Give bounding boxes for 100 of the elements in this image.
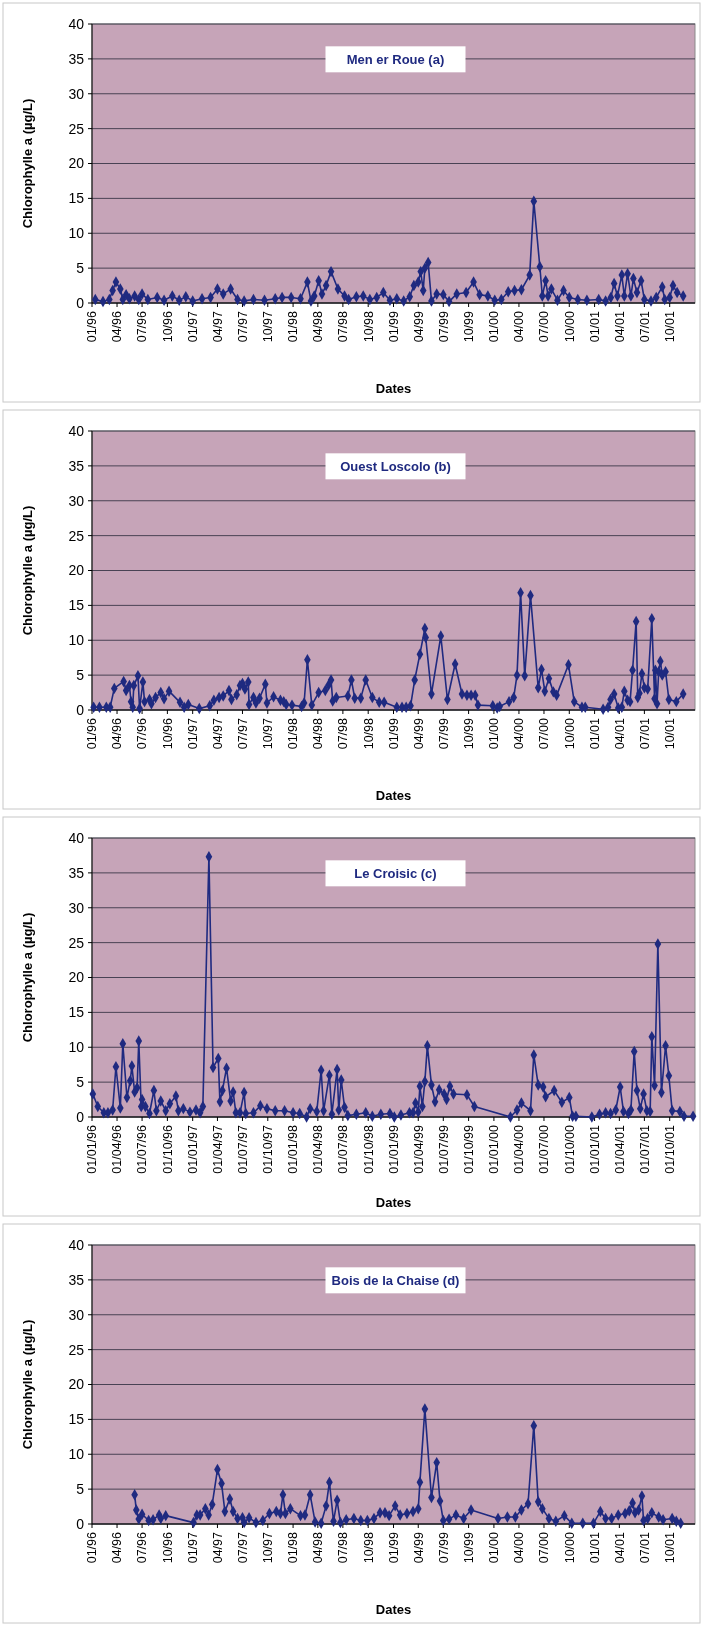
x-tick-label: 10/98 — [361, 310, 376, 343]
x-tick-label: 04/00 — [512, 310, 527, 343]
x-tick-label: 07/97 — [235, 717, 250, 750]
x-tick-label: 10/96 — [160, 310, 175, 343]
x-tick-label: 10/00 — [562, 1531, 577, 1564]
x-tick-label: 04/97 — [210, 1531, 225, 1564]
x-tick-label: 07/99 — [436, 310, 451, 343]
y-tick-label: 0 — [76, 701, 85, 718]
x-tick-label: 04/96 — [110, 1531, 125, 1564]
x-tick-label: 01/97 — [186, 310, 201, 343]
x-tick-label: 10/01 — [663, 310, 678, 343]
x-tick-label: 01/07/96 — [135, 1124, 150, 1174]
x-tick-label: 07/00 — [537, 310, 552, 343]
x-tick-label: 01/01 — [587, 717, 602, 750]
x-tick-label: 04/96 — [110, 310, 125, 343]
y-tick-label: 15 — [68, 1004, 85, 1021]
x-tick-label: 01/99 — [386, 717, 401, 750]
x-tick-label: 07/99 — [436, 717, 451, 750]
x-tick-label: 01/98 — [286, 1531, 301, 1564]
x-tick-label: 01/99 — [386, 310, 401, 343]
y-tick-label: 35 — [68, 864, 85, 881]
x-tick-label: 10/98 — [361, 717, 376, 750]
y-tick-label: 20 — [68, 155, 85, 172]
x-tick-label: 04/98 — [311, 717, 326, 750]
x-tick-label: 04/00 — [512, 1531, 527, 1564]
x-tick-label: 10/99 — [461, 717, 476, 750]
y-tick-label: 20 — [68, 562, 85, 579]
y-tick-label: 30 — [68, 1306, 85, 1323]
x-tick-label: 10/97 — [261, 717, 276, 750]
x-tick-label: 01/01/98 — [286, 1124, 301, 1174]
x-tick-label: 01/97 — [186, 1531, 201, 1564]
x-tick-label: 01/01/99 — [386, 1124, 401, 1174]
y-tick-label: 10 — [68, 1039, 85, 1056]
x-tick-label: 07/97 — [235, 1531, 250, 1564]
y-axis-title: Chlorophylle a (µg/L) — [20, 98, 35, 229]
x-tick-label: 04/97 — [210, 717, 225, 750]
x-tick-label: 07/98 — [336, 310, 351, 343]
x-tick-label: 01/04/98 — [311, 1124, 326, 1174]
x-tick-label: 01/07/98 — [336, 1124, 351, 1174]
x-tick-label: 10/99 — [461, 1531, 476, 1564]
y-axis-title: Chlorophylle a (µg/L) — [20, 912, 35, 1043]
x-tick-label: 10/97 — [261, 1531, 276, 1564]
y-tick-label: 20 — [68, 969, 85, 986]
y-tick-label: 25 — [68, 1341, 85, 1358]
x-tick-label: 01/98 — [286, 717, 301, 750]
y-tick-label: 25 — [68, 527, 85, 544]
x-tick-label: 01/07/99 — [436, 1124, 451, 1174]
x-tick-label: 01/00 — [487, 1531, 502, 1564]
x-tick-label: 10/98 — [361, 1531, 376, 1564]
y-tick-label: 10 — [68, 632, 85, 649]
y-tick-label: 35 — [68, 1271, 85, 1288]
x-tick-label: 10/96 — [160, 1531, 175, 1564]
y-tick-label: 35 — [68, 50, 85, 67]
x-tick-label: 04/01 — [612, 310, 627, 343]
x-tick-label: 01/07/00 — [537, 1124, 552, 1174]
x-tick-label: 04/01 — [612, 717, 627, 750]
y-tick-label: 15 — [68, 1411, 85, 1428]
y-tick-label: 35 — [68, 457, 85, 474]
x-axis-title: Dates — [375, 1602, 412, 1617]
x-tick-label: 04/99 — [411, 717, 426, 750]
x-tick-label: 04/99 — [411, 310, 426, 343]
x-tick-label: 01/10/98 — [361, 1124, 376, 1174]
y-tick-label: 40 — [68, 1236, 85, 1253]
text: Le Croisic (c) — [354, 866, 437, 882]
x-tick-label: 01/07/97 — [235, 1124, 250, 1174]
y-tick-label: 5 — [76, 667, 85, 684]
y-tick-label: 0 — [76, 1515, 85, 1532]
y-tick-label: 40 — [68, 829, 85, 846]
x-tick-label: 10/97 — [261, 310, 276, 343]
x-tick-label: 01/07/01 — [637, 1124, 652, 1174]
x-tick-label: 01/00 — [487, 310, 502, 343]
x-tick-label: 10/01 — [663, 1531, 678, 1564]
y-tick-label: 30 — [68, 85, 85, 102]
x-tick-label: 07/96 — [135, 310, 150, 343]
x-tick-label: 01/01 — [587, 310, 602, 343]
x-tick-label: 10/96 — [160, 717, 175, 750]
y-tick-label: 10 — [68, 225, 85, 242]
x-tick-label: 10/01 — [663, 717, 678, 750]
x-tick-label: 01/10/01 — [663, 1124, 678, 1174]
y-tick-label: 20 — [68, 1376, 85, 1393]
y-tick-label: 5 — [76, 260, 85, 277]
y-tick-label: 5 — [76, 1481, 85, 1498]
y-tick-label: 40 — [68, 15, 85, 32]
x-axis-title: Dates — [375, 1195, 412, 1210]
x-tick-label: 07/00 — [537, 717, 552, 750]
y-tick-label: 25 — [68, 934, 85, 951]
x-tick-label: 01/10/97 — [261, 1124, 276, 1174]
x-tick-label: 01/04/00 — [512, 1124, 527, 1174]
x-tick-label: 04/99 — [411, 1531, 426, 1564]
x-tick-label: 01/04/96 — [110, 1124, 125, 1174]
x-axis-title: Dates — [375, 788, 412, 803]
y-tick-label: 30 — [68, 492, 85, 509]
y-tick-label: 0 — [76, 1108, 85, 1125]
y-tick-label: 15 — [68, 597, 85, 614]
x-tick-label: 07/01 — [637, 310, 652, 343]
x-tick-label: 07/99 — [436, 1531, 451, 1564]
x-tick-label: 01/01/01 — [587, 1124, 602, 1174]
x-tick-label: 01/10/96 — [160, 1124, 175, 1174]
y-axis-title: Chlorophylle a (µg/L) — [20, 505, 35, 636]
x-tick-label: 01/04/99 — [411, 1124, 426, 1174]
